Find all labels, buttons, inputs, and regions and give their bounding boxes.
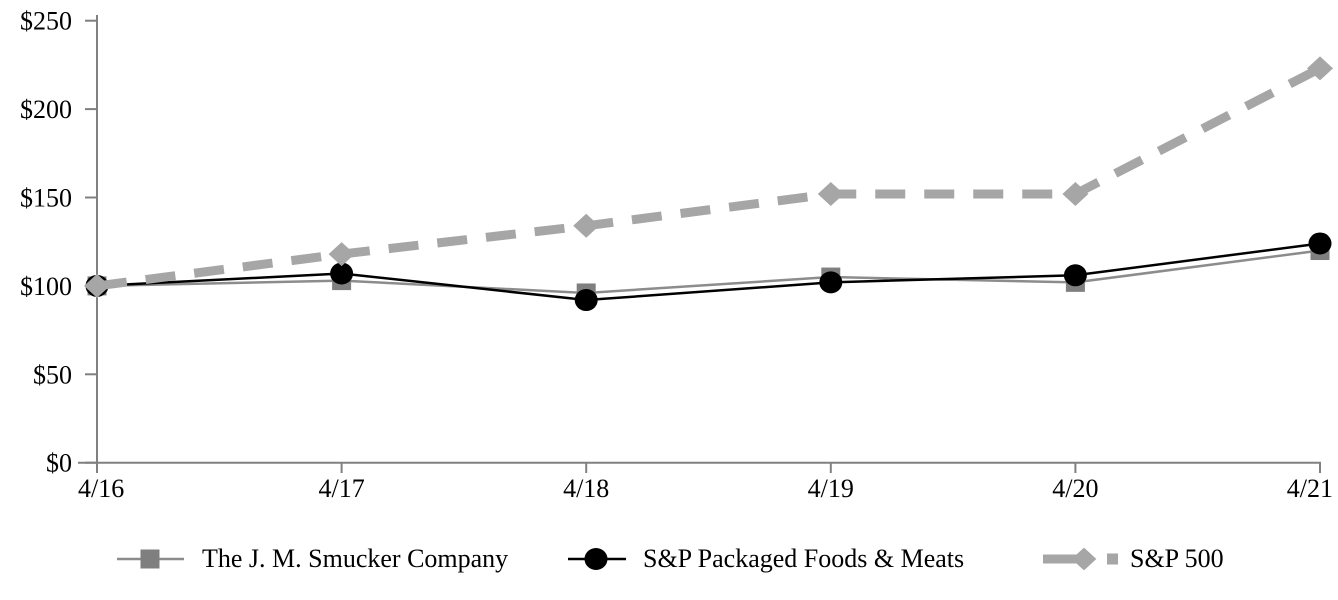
circle-marker-icon bbox=[584, 548, 608, 570]
series-line-0 bbox=[96, 249, 1321, 295]
x-axis-tick-label: 4/19 bbox=[808, 474, 854, 503]
legend-label-sp500: S&P 500 bbox=[1130, 544, 1224, 573]
legend-swatch-diamond-icon bbox=[1043, 547, 1118, 571]
series-line-1 bbox=[96, 242, 1321, 302]
y-axis-tick-label: $150 bbox=[20, 184, 72, 213]
square-marker-icon bbox=[140, 549, 160, 569]
legend-swatch-square-icon bbox=[117, 549, 184, 569]
legend-item-packaged-foods: S&P Packaged Foods & Meats bbox=[568, 543, 964, 575]
legend-label-packaged-foods: S&P Packaged Foods & Meats bbox=[643, 544, 965, 573]
legend-label-smucker: The J. M. Smucker Company bbox=[202, 544, 509, 573]
y-axis-tick-label: $100 bbox=[20, 272, 72, 301]
chart-legend: The J. M. Smucker Company S&P Packaged F… bbox=[0, 543, 1338, 575]
x-axis-tick-label: 4/21 bbox=[1287, 474, 1333, 503]
diamond-marker-icon bbox=[1307, 56, 1333, 81]
legend-dash bbox=[1043, 554, 1077, 564]
legend-item-smucker: The J. M. Smucker Company bbox=[117, 543, 508, 575]
diamond-marker-icon bbox=[1071, 547, 1097, 571]
y-axis-tick-label: $0 bbox=[46, 449, 72, 478]
legend-item-sp500: S&P 500 bbox=[1043, 543, 1224, 575]
diamond-marker-icon bbox=[817, 181, 844, 206]
diamond-marker-icon bbox=[328, 242, 355, 267]
legend-swatch-circle-icon bbox=[568, 548, 626, 570]
x-axis-tick-label: 4/20 bbox=[1052, 474, 1098, 503]
circle-marker-icon bbox=[330, 262, 354, 285]
diamond-marker-icon bbox=[573, 213, 600, 238]
series-line-2 bbox=[96, 64, 1323, 291]
diamond-marker-icon bbox=[1062, 181, 1089, 206]
circle-marker-icon bbox=[574, 289, 598, 312]
circle-marker-icon bbox=[1063, 264, 1087, 287]
y-axis-tick-label: $200 bbox=[20, 95, 72, 124]
y-axis-tick-label: $50 bbox=[33, 360, 72, 389]
circle-marker-icon bbox=[819, 271, 843, 294]
y-axis-tick-label: $250 bbox=[20, 7, 72, 36]
diamond-marker-icon bbox=[84, 273, 110, 298]
circle-marker-icon bbox=[1308, 232, 1332, 255]
x-axis-tick-label: 4/18 bbox=[563, 474, 609, 503]
x-axis-tick-label: 4/16 bbox=[78, 474, 124, 503]
chart-plot: $0 $50 $100 $150 $200 $250 4/16 4/17 4/18 4/19 4/2… bbox=[20, 7, 1333, 503]
x-axis-tick-label: 4/17 bbox=[318, 474, 364, 503]
legend-small-dash bbox=[1107, 553, 1118, 565]
